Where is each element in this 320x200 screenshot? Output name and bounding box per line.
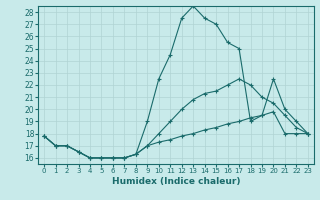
X-axis label: Humidex (Indice chaleur): Humidex (Indice chaleur) <box>112 177 240 186</box>
